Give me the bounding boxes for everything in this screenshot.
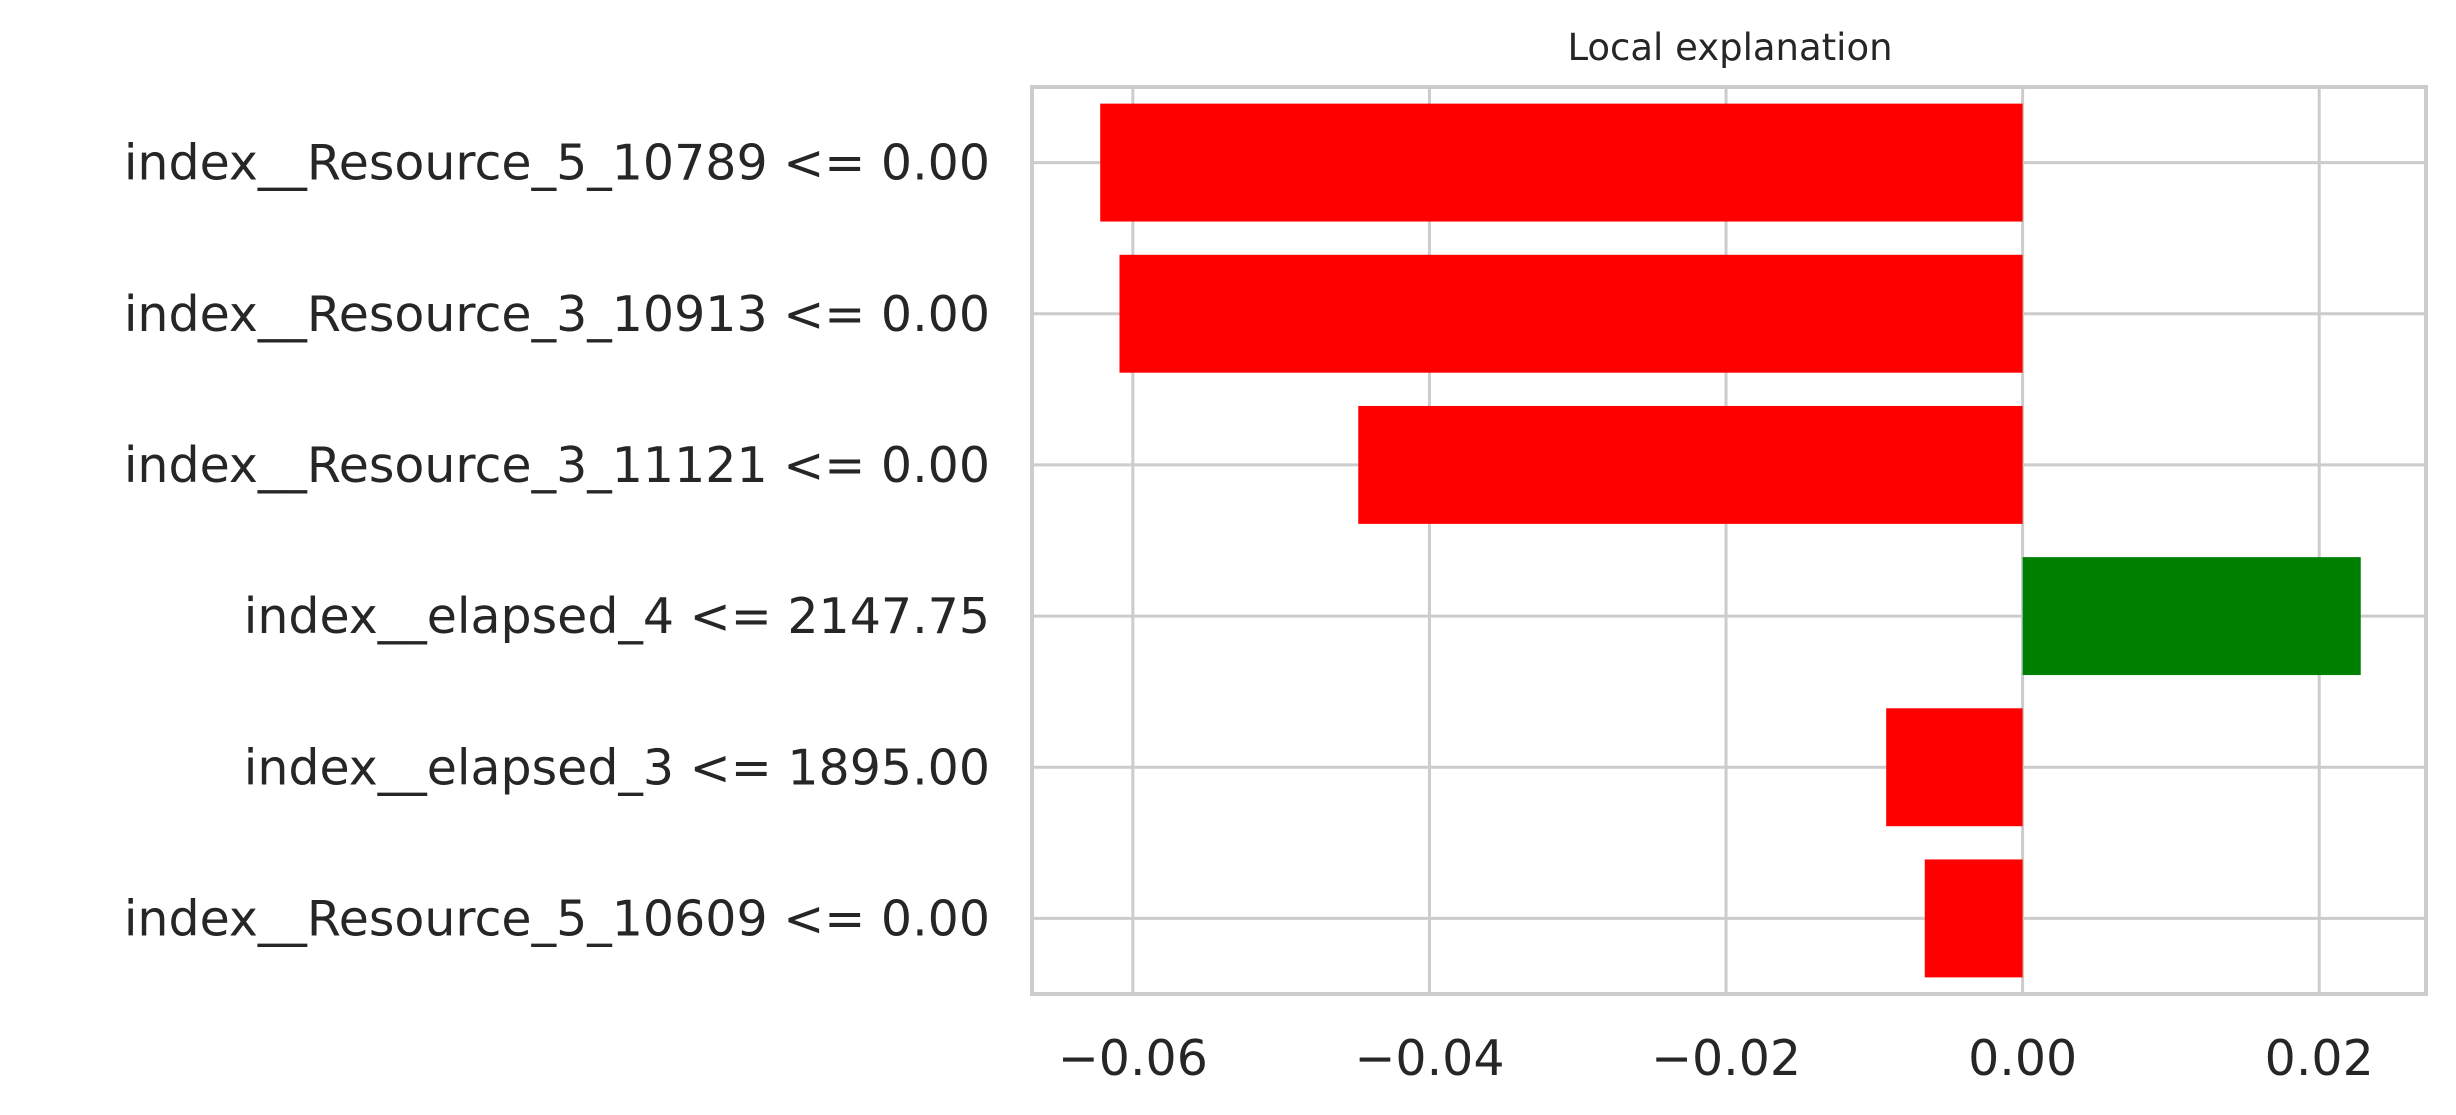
x-tick-label: −0.02 — [1651, 1030, 1801, 1087]
y-tick-labels: index__Resource_5_10789 <= 0.00 index__Re… — [124, 135, 990, 948]
bar-0 — [1100, 103, 2023, 222]
y-tick-label: index__Resource_5_10609 <= 0.00 — [124, 890, 990, 947]
y-tick-label: index__Resource_3_10913 <= 0.00 — [124, 286, 990, 343]
x-tick-label: 0.02 — [2265, 1030, 2374, 1087]
bar-3 — [2022, 557, 2361, 676]
bar-5 — [1924, 859, 2023, 978]
y-tick-label: index__Resource_5_10789 <= 0.00 — [124, 135, 990, 192]
grid-lines — [1032, 87, 2426, 994]
x-tick-label: −0.04 — [1354, 1030, 1504, 1087]
x-tick-label: 0.00 — [1968, 1030, 2077, 1087]
y-tick-label: index__Resource_3_11121 <= 0.00 — [124, 437, 990, 494]
x-tick-labels: −0.06 −0.04 −0.02 0.00 0.02 — [1058, 1030, 2374, 1087]
y-tick-label: index__elapsed_3 <= 1895.00 — [244, 739, 990, 796]
bar-4 — [1886, 708, 2023, 827]
bar-1 — [1119, 254, 2023, 373]
y-tick-label: index__elapsed_4 <= 2147.75 — [244, 588, 990, 645]
bar-2 — [1358, 405, 2023, 524]
chart-title: Local explanation — [1567, 26, 1892, 69]
plot-frame — [1030, 85, 2428, 996]
x-tick-label: −0.06 — [1058, 1030, 1208, 1087]
bars — [1100, 103, 2361, 978]
